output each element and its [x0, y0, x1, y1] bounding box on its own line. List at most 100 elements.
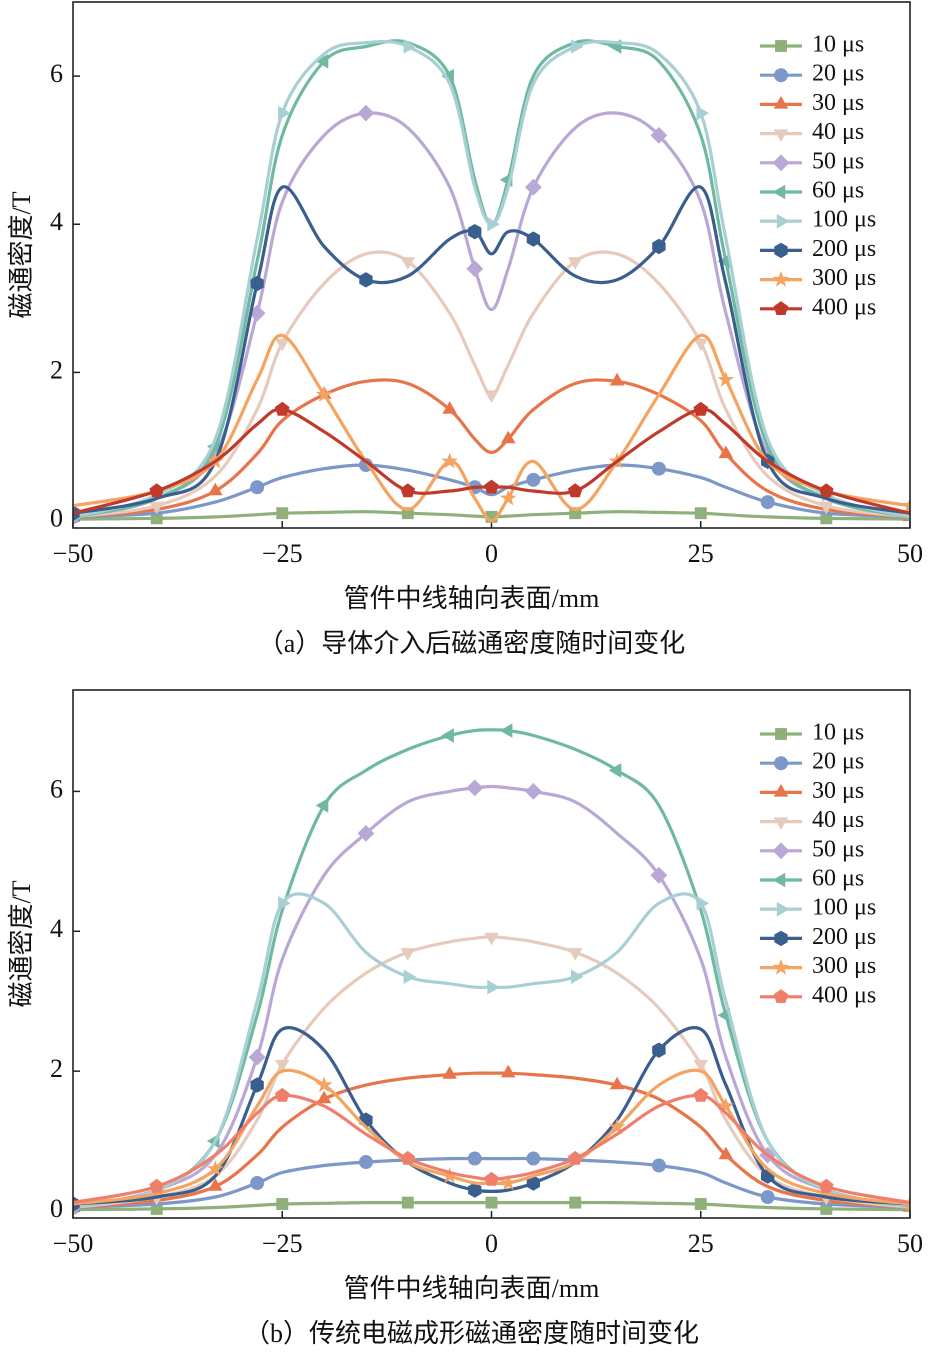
- marker: [567, 948, 583, 961]
- marker: [315, 54, 329, 69]
- marker: [403, 39, 417, 54]
- x-axis-label: 管件中线轴向表面/mm: [344, 584, 600, 613]
- marker: [484, 479, 499, 494]
- subplot: −50 −25 0 25 50 0 2 4 6 10 μs 20 μs 30 μs 40 μs 50 μs…: [7, 1, 923, 658]
- marker: [401, 1196, 414, 1209]
- marker: [501, 430, 516, 444]
- legend-label: 30 μs: [812, 778, 864, 804]
- marker: [693, 401, 709, 416]
- marker: [485, 1196, 498, 1209]
- marker: [652, 238, 666, 255]
- marker: [651, 461, 666, 476]
- marker: [250, 1077, 264, 1093]
- marker: [441, 728, 454, 743]
- marker: [278, 105, 291, 121]
- marker: [485, 510, 498, 523]
- marker: [315, 1076, 333, 1093]
- marker: [693, 1059, 708, 1073]
- marker: [717, 371, 735, 387]
- axes-frame: [72, 1, 911, 529]
- y-tick-label: 6: [50, 774, 63, 803]
- legend-label: 400 μs: [812, 294, 876, 320]
- legend-marker: [773, 301, 789, 315]
- marker: [484, 1171, 499, 1186]
- marker: [571, 969, 584, 984]
- marker: [400, 257, 416, 270]
- marker: [525, 178, 542, 196]
- legend-label: 20 μs: [812, 61, 864, 87]
- marker: [149, 501, 164, 515]
- marker: [694, 1198, 707, 1210]
- marker: [359, 272, 373, 288]
- marker: [484, 932, 499, 946]
- legend-label: 100 μs: [812, 207, 876, 233]
- legend-marker: [775, 728, 787, 740]
- legend-label: 40 μs: [812, 807, 864, 833]
- legend-label: 200 μs: [812, 924, 876, 950]
- marker: [571, 39, 584, 54]
- x-tick-label: 50: [897, 1229, 923, 1258]
- marker: [526, 472, 541, 487]
- legend-label: 100 μs: [812, 895, 876, 921]
- marker: [401, 507, 414, 520]
- marker: [819, 483, 834, 498]
- legend-label: 10 μs: [812, 720, 864, 746]
- legend-marker: [772, 184, 786, 200]
- legend-marker: [773, 784, 789, 797]
- marker: [441, 68, 454, 84]
- marker: [525, 783, 542, 800]
- caption: （a）导体介入后磁通密度随时间变化: [258, 629, 686, 658]
- y-tick-label: 4: [50, 914, 63, 943]
- x-tick-label: −50: [53, 539, 94, 568]
- legend-label: 300 μs: [812, 953, 876, 979]
- marker: [650, 127, 668, 144]
- legend-marker: [774, 68, 788, 83]
- marker: [150, 512, 163, 525]
- marker: [400, 948, 416, 961]
- x-tick-label: −25: [262, 1229, 303, 1258]
- marker: [442, 1066, 457, 1079]
- marker: [207, 1160, 224, 1177]
- marker: [400, 483, 416, 498]
- marker: [526, 1175, 540, 1191]
- marker: [608, 1118, 626, 1135]
- marker: [274, 1087, 290, 1102]
- marker: [250, 275, 264, 292]
- marker: [652, 1042, 666, 1058]
- x-tick-label: −25: [262, 539, 303, 568]
- marker: [150, 1202, 163, 1215]
- marker: [250, 1176, 265, 1191]
- marker: [278, 896, 291, 911]
- legend-marker: [772, 958, 790, 975]
- y-tick-label: 0: [50, 1194, 63, 1223]
- marker: [276, 507, 289, 520]
- subplot: −50 −25 0 25 50 0 2 4 6 10 μs 20 μs 30 μs 40 μs 50 μs…: [7, 689, 923, 1348]
- legend-marker: [776, 901, 790, 917]
- series-line: [73, 1071, 910, 1210]
- marker: [358, 1155, 373, 1170]
- marker: [315, 385, 333, 402]
- marker: [609, 1076, 625, 1090]
- y-tick-label: 2: [50, 355, 63, 384]
- marker: [567, 257, 583, 270]
- marker: [819, 1178, 834, 1193]
- marker: [901, 497, 910, 513]
- marker: [718, 1146, 734, 1160]
- marker: [276, 1198, 289, 1210]
- marker: [208, 482, 223, 496]
- marker: [149, 1178, 164, 1193]
- marker: [650, 866, 668, 884]
- marker: [760, 1190, 775, 1205]
- marker: [569, 1196, 582, 1209]
- marker: [569, 507, 582, 520]
- legend-label: 50 μs: [812, 148, 864, 174]
- marker: [487, 979, 500, 995]
- marker: [467, 1151, 482, 1166]
- marker: [208, 1178, 223, 1191]
- axes-frame: [72, 689, 911, 1219]
- plot-area: [73, 723, 910, 1216]
- marker: [717, 254, 731, 269]
- legend-label: 20 μs: [812, 749, 864, 775]
- x-tick-label: 0: [485, 1229, 498, 1258]
